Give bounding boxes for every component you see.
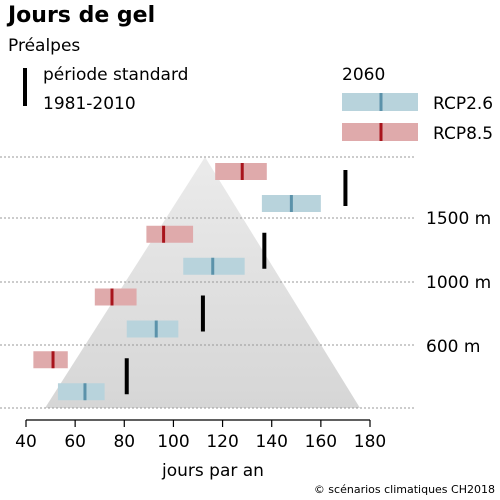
rcp26-range-bar <box>57 383 105 401</box>
x-tick-label: 60 <box>64 432 86 452</box>
legend-standard: période standard 1981-2010 <box>23 65 188 114</box>
data-marks <box>33 163 348 401</box>
legend-scenario-year: 2060 <box>342 65 385 85</box>
x-axis-title: jours par an <box>161 461 264 481</box>
rcp85-range-bar <box>33 351 68 369</box>
rcp85-range-bar <box>146 225 194 243</box>
legend-scenarios: 2060 RCP2.6 RCP8.5 <box>342 65 493 144</box>
x-axis-ticks: 40 60 80 100 120 140 160 180 <box>15 420 386 452</box>
altitude-label-600m: 600 m <box>426 337 480 357</box>
rcp85-range-bar <box>94 288 137 306</box>
x-tick-label: 120 <box>206 432 238 452</box>
x-tick-label: 160 <box>305 432 337 452</box>
legend-rcp85-label: RCP8.5 <box>433 124 493 144</box>
legend-standard-period: 1981-2010 <box>43 94 136 114</box>
x-tick-label: 80 <box>113 432 135 452</box>
altitude-label-1500m: 1500 m <box>426 209 491 229</box>
x-tick-label: 40 <box>15 432 37 452</box>
altitude-gridlines <box>0 156 415 409</box>
x-tick-label: 100 <box>157 432 189 452</box>
x-tick-label: 180 <box>354 432 386 452</box>
x-tick-label: 140 <box>255 432 287 452</box>
credit-text: © scénarios climatiques CH2018 <box>314 483 495 496</box>
legend-rcp26-label: RCP2.6 <box>433 94 493 114</box>
legend-standard-label: période standard <box>43 65 188 85</box>
chart-subtitle: Préalpes <box>8 36 80 56</box>
chart-title: Jours de gel <box>6 3 155 28</box>
altitude-label-1000m: 1000 m <box>426 273 491 293</box>
x-axis: 40 60 80 100 120 140 160 180 <box>15 419 386 452</box>
rcp26-range-bar <box>126 320 179 338</box>
